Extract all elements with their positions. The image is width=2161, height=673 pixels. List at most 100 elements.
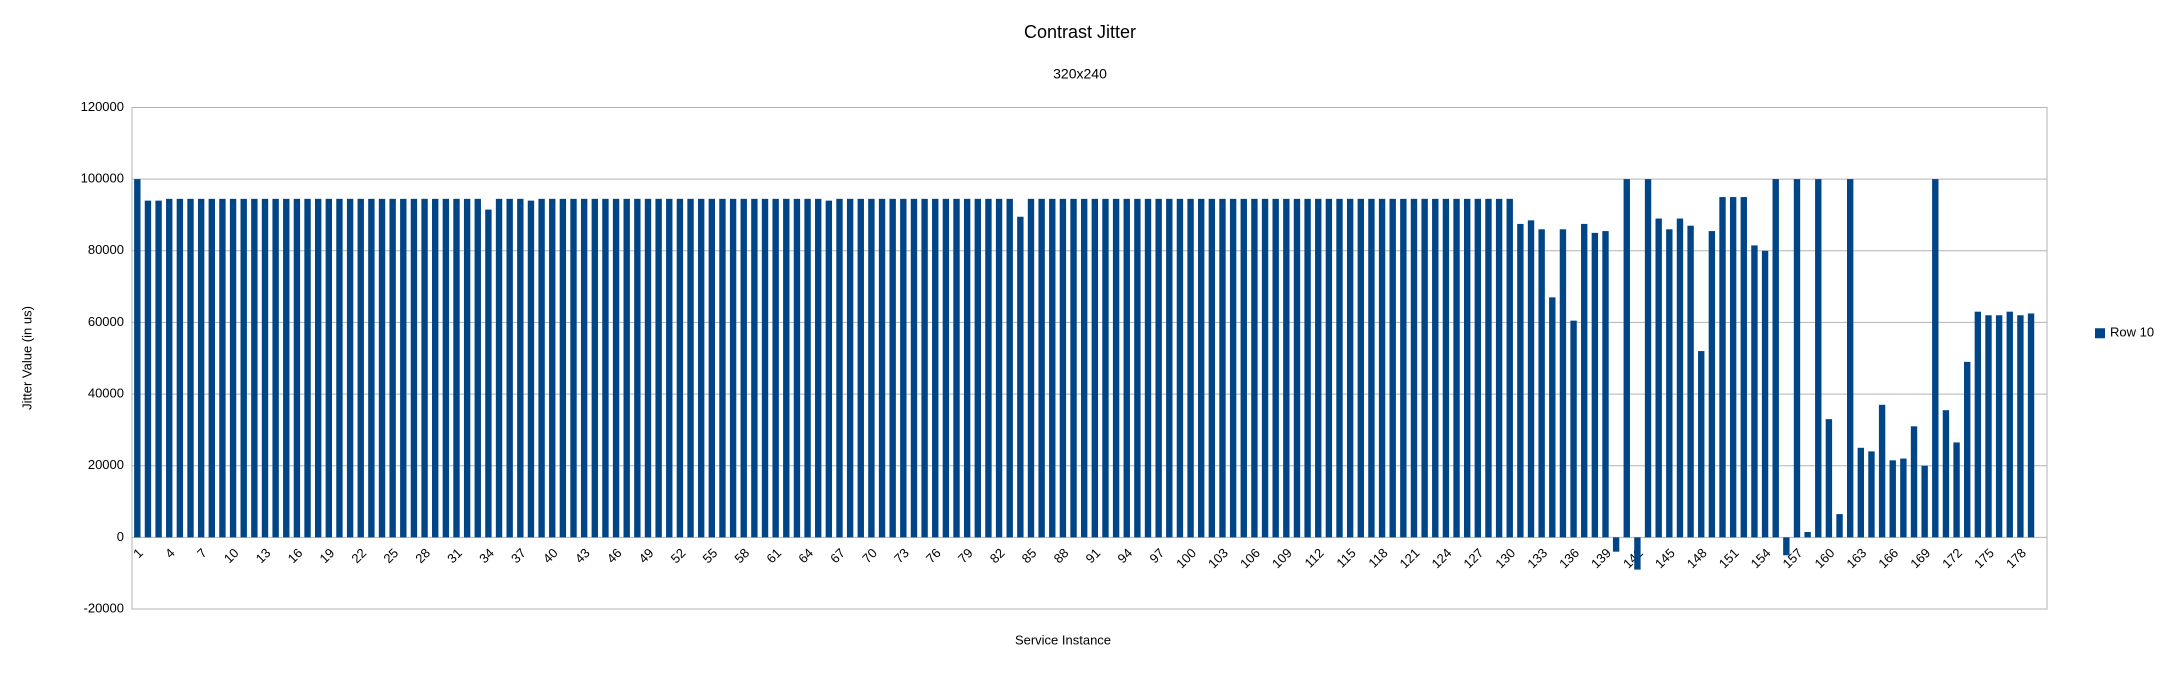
x-tick-label: 4	[162, 545, 178, 561]
bar	[1985, 315, 1992, 538]
bar	[1485, 198, 1492, 538]
x-tick-label: 7	[194, 545, 210, 561]
bar	[1623, 179, 1630, 538]
bar	[942, 198, 950, 538]
bar	[676, 198, 684, 538]
x-tick-label: 31	[444, 545, 465, 566]
bar	[495, 198, 503, 538]
bar	[612, 198, 620, 538]
bar	[910, 198, 918, 538]
bar	[208, 198, 215, 538]
bar	[1868, 451, 1875, 538]
bar	[1570, 320, 1577, 538]
bar	[687, 198, 694, 538]
bar	[219, 198, 226, 538]
bar	[2027, 313, 2035, 538]
legend-label: Row 10	[2110, 325, 2154, 340]
bar	[1368, 198, 1375, 538]
bar	[1059, 198, 1067, 538]
bar	[1964, 361, 1971, 538]
bar	[527, 200, 535, 538]
bar	[772, 198, 779, 538]
bar	[815, 198, 822, 538]
bar	[134, 179, 141, 538]
bar	[1751, 245, 1758, 538]
bar	[1506, 198, 1513, 538]
bar	[283, 198, 290, 538]
bar	[985, 198, 992, 538]
bar	[932, 198, 939, 538]
bar	[1644, 179, 1652, 538]
x-tick-label: 178	[2003, 545, 2029, 571]
y-tick-label: 80000	[88, 242, 124, 257]
x-tick-label: 130	[1492, 545, 1518, 571]
y-tick-label: 120000	[81, 99, 124, 114]
bar	[1612, 537, 1620, 552]
x-tick-label: 1	[130, 545, 146, 561]
bar	[1102, 198, 1109, 538]
x-tick-label: 70	[859, 545, 880, 566]
bar	[1932, 179, 1939, 538]
bar	[1091, 198, 1099, 538]
bar	[1942, 410, 1950, 538]
bar	[1325, 198, 1333, 538]
bar	[485, 209, 492, 538]
bar	[900, 198, 907, 538]
x-tick-label: 112	[1302, 545, 1327, 570]
bar	[389, 198, 396, 538]
bar	[304, 198, 311, 538]
bar	[634, 198, 641, 538]
bar	[1804, 531, 1811, 538]
bar	[1187, 198, 1194, 538]
x-tick-label: 46	[604, 545, 625, 566]
bar	[1463, 198, 1471, 538]
x-tick-label: 49	[636, 545, 657, 566]
bar	[719, 198, 726, 538]
bar	[463, 198, 471, 538]
bar	[1070, 198, 1077, 538]
bar	[1049, 198, 1056, 538]
x-tick-label: 10	[221, 545, 242, 566]
bar	[1878, 404, 1886, 538]
bar	[1676, 218, 1684, 538]
bar	[1027, 198, 1035, 538]
bar	[1846, 179, 1854, 538]
x-tick-label: 127	[1460, 545, 1486, 571]
bar	[240, 198, 247, 538]
bar	[846, 198, 854, 538]
bar	[623, 198, 630, 538]
x-tick-label: 34	[476, 545, 497, 566]
bar	[889, 198, 896, 538]
bar	[1708, 231, 1716, 538]
bar	[1772, 179, 1779, 538]
x-tick-label: 166	[1875, 545, 1901, 571]
bar	[1442, 198, 1450, 538]
x-tick-label: 37	[508, 545, 529, 566]
bar	[1080, 198, 1088, 538]
bar	[591, 198, 598, 538]
bar	[1176, 198, 1184, 538]
bar	[378, 198, 386, 538]
bar	[538, 198, 545, 538]
bar	[1910, 426, 1918, 538]
bar	[314, 198, 322, 538]
y-axis-label: Jitter Value (in us)	[19, 306, 34, 410]
bar	[1783, 537, 1790, 556]
bar	[251, 198, 258, 538]
bar	[995, 198, 1003, 538]
bar	[1538, 229, 1545, 538]
bar	[1453, 198, 1460, 538]
bar	[963, 198, 971, 538]
bar	[421, 198, 428, 538]
x-tick-label: 139	[1588, 545, 1614, 571]
bar	[1995, 315, 2003, 538]
bar	[729, 198, 737, 538]
bar	[2017, 315, 2024, 538]
bar	[197, 198, 205, 538]
x-tick-label: 145	[1652, 545, 1678, 571]
bar	[836, 198, 843, 538]
bar	[1495, 198, 1503, 538]
bar	[2006, 311, 2013, 538]
x-tick-label: 85	[1019, 545, 1040, 566]
bar	[1006, 198, 1013, 538]
